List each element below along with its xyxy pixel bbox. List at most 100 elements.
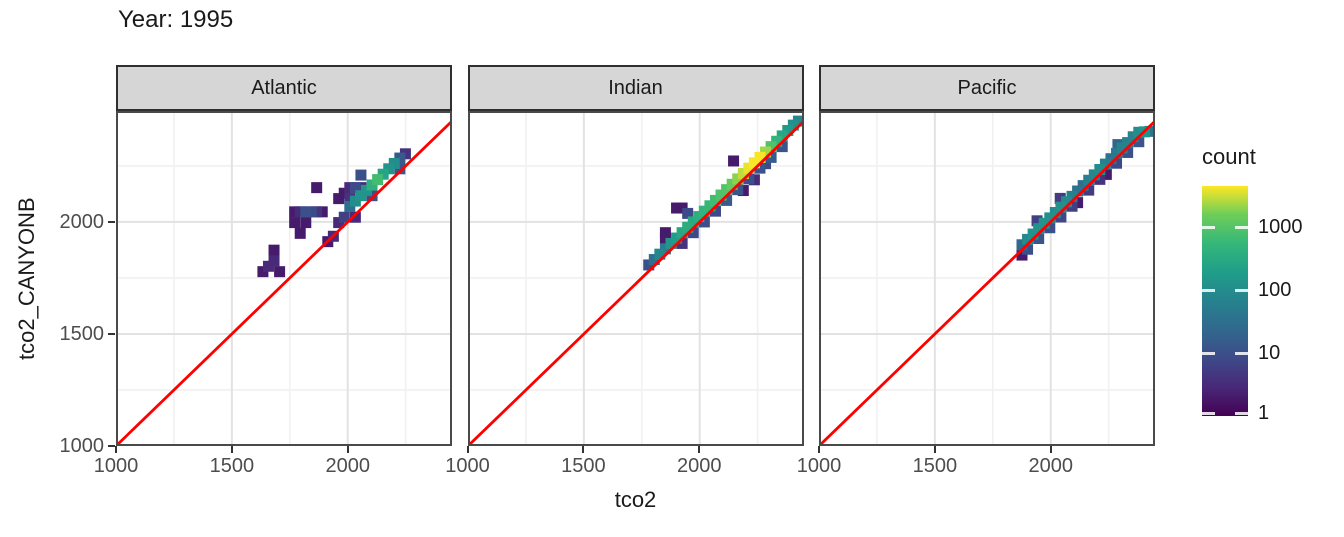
count-bin xyxy=(731,173,743,185)
x-axis-tick-label: 1000 xyxy=(796,455,842,477)
count-bin xyxy=(1055,201,1067,213)
count-bin xyxy=(748,157,760,169)
count-bin xyxy=(687,216,699,228)
count-bin xyxy=(648,254,660,266)
count-bin xyxy=(1072,197,1084,209)
legend-tick-label: 1000 xyxy=(1258,215,1303,238)
count-bin xyxy=(399,148,411,160)
count-bin xyxy=(653,248,665,260)
x-axis-tick-mark xyxy=(582,446,585,453)
count-bin xyxy=(344,193,356,205)
count-bin xyxy=(776,141,788,153)
count-bin xyxy=(765,141,777,153)
x-axis-tick-label: 2000 xyxy=(1028,455,1073,477)
count-bin xyxy=(1016,239,1028,251)
legend-tick-label: 1 xyxy=(1258,402,1270,424)
y-axis-title: tco2_CANYONB xyxy=(14,197,39,360)
x-axis-tick-label: 1500 xyxy=(209,455,255,477)
count-bin xyxy=(731,184,743,196)
facet-strip-label: Indian xyxy=(608,76,663,99)
legend-tick-mark xyxy=(1202,351,1215,355)
count-bin xyxy=(257,266,269,278)
count-bin xyxy=(1033,233,1045,245)
count-bin xyxy=(676,227,688,239)
count-bin xyxy=(1049,207,1061,219)
count-bin xyxy=(1027,228,1039,240)
count-bin xyxy=(659,243,671,255)
facet-strip-atlantic: Atlantic xyxy=(116,65,452,111)
count-bin xyxy=(676,202,688,214)
panel-border xyxy=(467,111,804,446)
count-bin xyxy=(316,206,328,218)
count-bin xyxy=(338,211,350,223)
count-bin xyxy=(1022,243,1034,255)
count-bin xyxy=(1044,222,1056,234)
count-bin xyxy=(1044,212,1056,224)
x-axis-tick-label: 1000 xyxy=(93,455,139,477)
count-bin xyxy=(742,173,754,185)
count-bin xyxy=(1100,168,1112,180)
count-bin xyxy=(1122,137,1134,149)
x-axis-tick-label: 2000 xyxy=(325,455,370,477)
count-bin xyxy=(1077,180,1089,192)
count-bin xyxy=(1105,153,1117,165)
count-bin xyxy=(1111,147,1123,159)
count-bin xyxy=(1055,211,1067,223)
count-bin xyxy=(698,205,710,217)
count-bin xyxy=(372,174,384,186)
panel-plot-area-pacific xyxy=(819,111,1155,446)
count-bin xyxy=(1072,185,1084,197)
count-bin xyxy=(659,227,671,239)
x-axis-tick-mark xyxy=(115,446,117,453)
count-bin xyxy=(344,200,356,212)
count-bin xyxy=(394,163,406,175)
count-bin xyxy=(670,202,682,214)
x-axis-tick-label: 1500 xyxy=(912,455,958,477)
count-bin xyxy=(737,168,749,180)
panel-plot-area-indian xyxy=(467,111,804,446)
count-bin xyxy=(1033,223,1045,235)
count-bin xyxy=(274,266,286,278)
count-bin xyxy=(300,217,312,229)
count-bin xyxy=(1094,163,1106,175)
count-bin xyxy=(1111,157,1123,169)
count-bin xyxy=(333,217,345,229)
facet-strip-label: Pacific xyxy=(957,76,1017,99)
count-bin xyxy=(394,152,406,164)
x-axis-tick-mark xyxy=(933,446,936,453)
count-bin xyxy=(759,158,771,170)
identity-reference-line xyxy=(116,120,452,446)
count-bin xyxy=(1094,173,1106,185)
count-bin xyxy=(770,135,782,147)
legend-tick-mark xyxy=(1235,412,1248,415)
x-axis-tick-mark xyxy=(466,446,469,453)
count-bin xyxy=(1099,158,1111,170)
x-axis-tick-mark xyxy=(230,446,233,453)
count-bin xyxy=(355,169,367,181)
count-bin xyxy=(698,216,710,228)
legend-tick-mark xyxy=(1235,225,1248,229)
x-axis-tick-mark xyxy=(698,446,701,453)
identity-reference-line xyxy=(819,120,1155,446)
count-bin xyxy=(715,189,727,201)
count-bin xyxy=(1022,233,1034,245)
count-bin xyxy=(349,211,361,223)
count-bin xyxy=(759,146,771,158)
count-bin xyxy=(344,182,356,194)
plot-title: Year: 1995 xyxy=(118,6,234,33)
count-bin xyxy=(692,211,704,223)
count-bin xyxy=(1088,169,1100,181)
count-bin xyxy=(748,174,760,186)
count-bin xyxy=(1066,200,1078,212)
count-bin xyxy=(289,206,301,218)
count-bin xyxy=(720,194,732,206)
identity-reference-line xyxy=(467,120,804,446)
y-axis-tick-mark xyxy=(108,220,115,223)
legend-tick-label: 100 xyxy=(1258,278,1292,301)
count-bin xyxy=(366,190,378,202)
count-bin xyxy=(1127,131,1139,143)
count-bin xyxy=(333,193,345,205)
count-bin xyxy=(1031,215,1043,227)
x-axis-tick-mark xyxy=(346,446,349,453)
